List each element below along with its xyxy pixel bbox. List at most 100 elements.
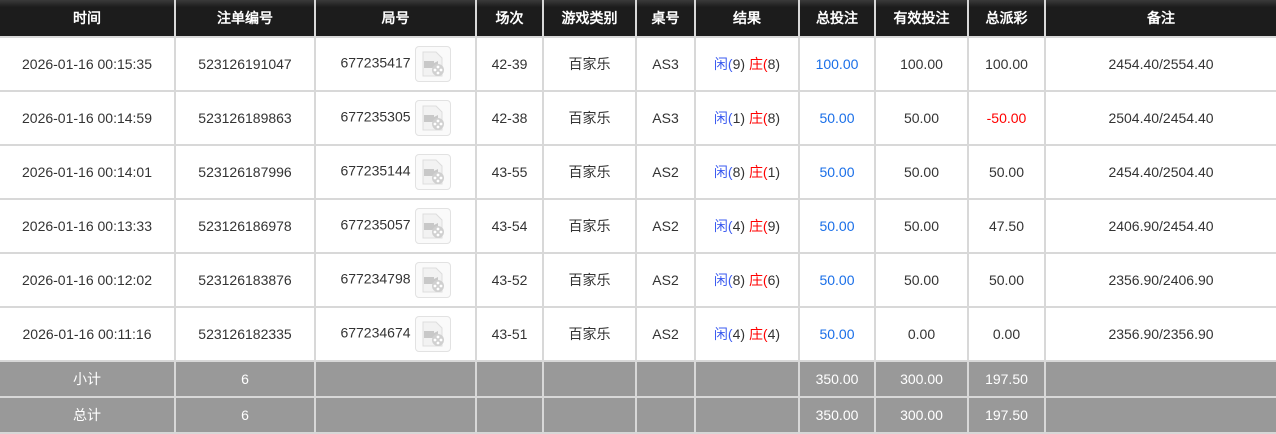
result-cell: 闲(8) 庄(1) [694, 144, 800, 200]
table-header: 时间 注单编号 局号 场次 游戏类别 桌号 结果 总投注 有效投注 总派彩 备注 [0, 0, 1276, 37]
banker-result: 庄(8) [748, 56, 781, 72]
payout-cell: 0.00 [967, 306, 1046, 362]
column-header: 局号 [314, 0, 477, 37]
total-bet-cell: 50.00 [798, 144, 876, 200]
note-cell: 2406.90/2454.40 [1044, 198, 1276, 254]
column-header: 时间 [0, 0, 176, 37]
session-cell: 43-52 [475, 252, 544, 308]
video-replay-icon[interactable] [414, 208, 451, 244]
result-cell: 闲(4) 庄(9) [694, 198, 800, 254]
column-header: 总投注 [798, 0, 876, 37]
table-id-cell: AS3 [635, 90, 696, 146]
valid-bet-cell: 100.00 [874, 36, 969, 92]
video-replay-icon[interactable] [414, 100, 451, 136]
video-replay-icon[interactable] [414, 262, 451, 298]
result-cell: 闲(4) 庄(4) [694, 306, 800, 362]
valid-bet-cell: 50.00 [874, 252, 969, 308]
round-id: 677234674 [340, 324, 411, 341]
total-bet-cell: 50.00 [798, 198, 876, 254]
player-result: 闲(8) [713, 272, 746, 288]
total-bet-cell: 100.00 [798, 36, 876, 92]
result-cell: 闲(9) 庄(8) [694, 36, 800, 92]
session-cell: 42-39 [475, 36, 544, 92]
order-id-cell: 523126182335 [174, 306, 316, 362]
round-id: 677234798 [340, 270, 411, 287]
time-cell: 2026-01-16 00:14:59 [0, 90, 176, 146]
column-header: 总派彩 [967, 0, 1046, 37]
result-cell: 闲(1) 庄(8) [694, 90, 800, 146]
payout-cell: 47.50 [967, 198, 1046, 254]
time-cell: 2026-01-16 00:13:33 [0, 198, 176, 254]
valid-bet-cell: 0.00 [874, 306, 969, 362]
summary-payout: 197.50 [967, 360, 1046, 398]
payout-cell: 100.00 [967, 36, 1046, 92]
round-id: 677235305 [340, 108, 411, 125]
session-cell: 43-55 [475, 144, 544, 200]
summary-count: 6 [174, 360, 316, 398]
note-cell: 2504.40/2454.40 [1044, 90, 1276, 146]
player-result: 闲(8) [713, 164, 746, 180]
valid-bet-cell: 50.00 [874, 198, 969, 254]
time-cell: 2026-01-16 00:12:02 [0, 252, 176, 308]
order-id-cell: 523126187996 [174, 144, 316, 200]
game-type-cell: 百家乐 [542, 252, 637, 308]
round-cell: 677234798 [314, 252, 477, 308]
session-cell: 42-38 [475, 90, 544, 146]
column-header: 备注 [1044, 0, 1276, 37]
banker-result: 庄(6) [748, 272, 781, 288]
table-id-cell: AS3 [635, 36, 696, 92]
table-row: 2026-01-16 00:13:33 523126186978 6772350… [0, 198, 1276, 254]
table-row: 2026-01-16 00:14:01 523126187996 6772351… [0, 144, 1276, 200]
order-id-cell: 523126189863 [174, 90, 316, 146]
column-header: 场次 [475, 0, 544, 37]
table-row: 2026-01-16 00:12:02 523126183876 6772347… [0, 252, 1276, 308]
column-header: 游戏类别 [542, 0, 637, 37]
round-cell: 677235144 [314, 144, 477, 200]
note-cell: 2454.40/2504.40 [1044, 144, 1276, 200]
table-id-cell: AS2 [635, 252, 696, 308]
time-cell: 2026-01-16 00:11:16 [0, 306, 176, 362]
payout-cell: -50.00 [967, 90, 1046, 146]
round-cell: 677235057 [314, 198, 477, 254]
video-replay-icon[interactable] [414, 46, 451, 82]
round-id: 677235144 [340, 162, 411, 179]
summary-label: 小计 [0, 360, 176, 398]
payout-cell: 50.00 [967, 252, 1046, 308]
game-type-cell: 百家乐 [542, 306, 637, 362]
time-cell: 2026-01-16 00:15:35 [0, 36, 176, 92]
table-id-cell: AS2 [635, 144, 696, 200]
round-cell: 677234674 [314, 306, 477, 362]
round-id: 677235417 [340, 54, 411, 71]
player-result: 闲(4) [713, 326, 746, 342]
player-result: 闲(1) [713, 110, 746, 126]
session-cell: 43-54 [475, 198, 544, 254]
table-id-cell: AS2 [635, 198, 696, 254]
game-type-cell: 百家乐 [542, 144, 637, 200]
time-cell: 2026-01-16 00:14:01 [0, 144, 176, 200]
summary-bet: 350.00 [798, 360, 876, 398]
summary-row: 小计 6 350.00 300.00 197.50 [0, 360, 1276, 398]
game-type-cell: 百家乐 [542, 36, 637, 92]
player-result: 闲(9) [713, 56, 746, 72]
note-cell: 2356.90/2356.90 [1044, 306, 1276, 362]
valid-bet-cell: 50.00 [874, 90, 969, 146]
total-bet-cell: 50.00 [798, 306, 876, 362]
banker-result: 庄(1) [748, 164, 781, 180]
banker-result: 庄(9) [748, 218, 781, 234]
order-id-cell: 523126186978 [174, 198, 316, 254]
total-bet-cell: 50.00 [798, 90, 876, 146]
round-id: 677235057 [340, 216, 411, 233]
game-type-cell: 百家乐 [542, 198, 637, 254]
video-replay-icon[interactable] [414, 316, 451, 352]
valid-bet-cell: 50.00 [874, 144, 969, 200]
game-type-cell: 百家乐 [542, 90, 637, 146]
note-cell: 2454.40/2554.40 [1044, 36, 1276, 92]
table-id-cell: AS2 [635, 306, 696, 362]
table-row: 2026-01-16 00:15:35 523126191047 6772354… [0, 36, 1276, 92]
payout-cell: 50.00 [967, 144, 1046, 200]
summary-valid: 300.00 [874, 360, 969, 398]
banker-result: 庄(8) [748, 110, 781, 126]
column-header: 结果 [694, 0, 800, 37]
video-replay-icon[interactable] [414, 154, 451, 190]
table-row: 2026-01-16 00:11:16 523126182335 6772346… [0, 306, 1276, 362]
